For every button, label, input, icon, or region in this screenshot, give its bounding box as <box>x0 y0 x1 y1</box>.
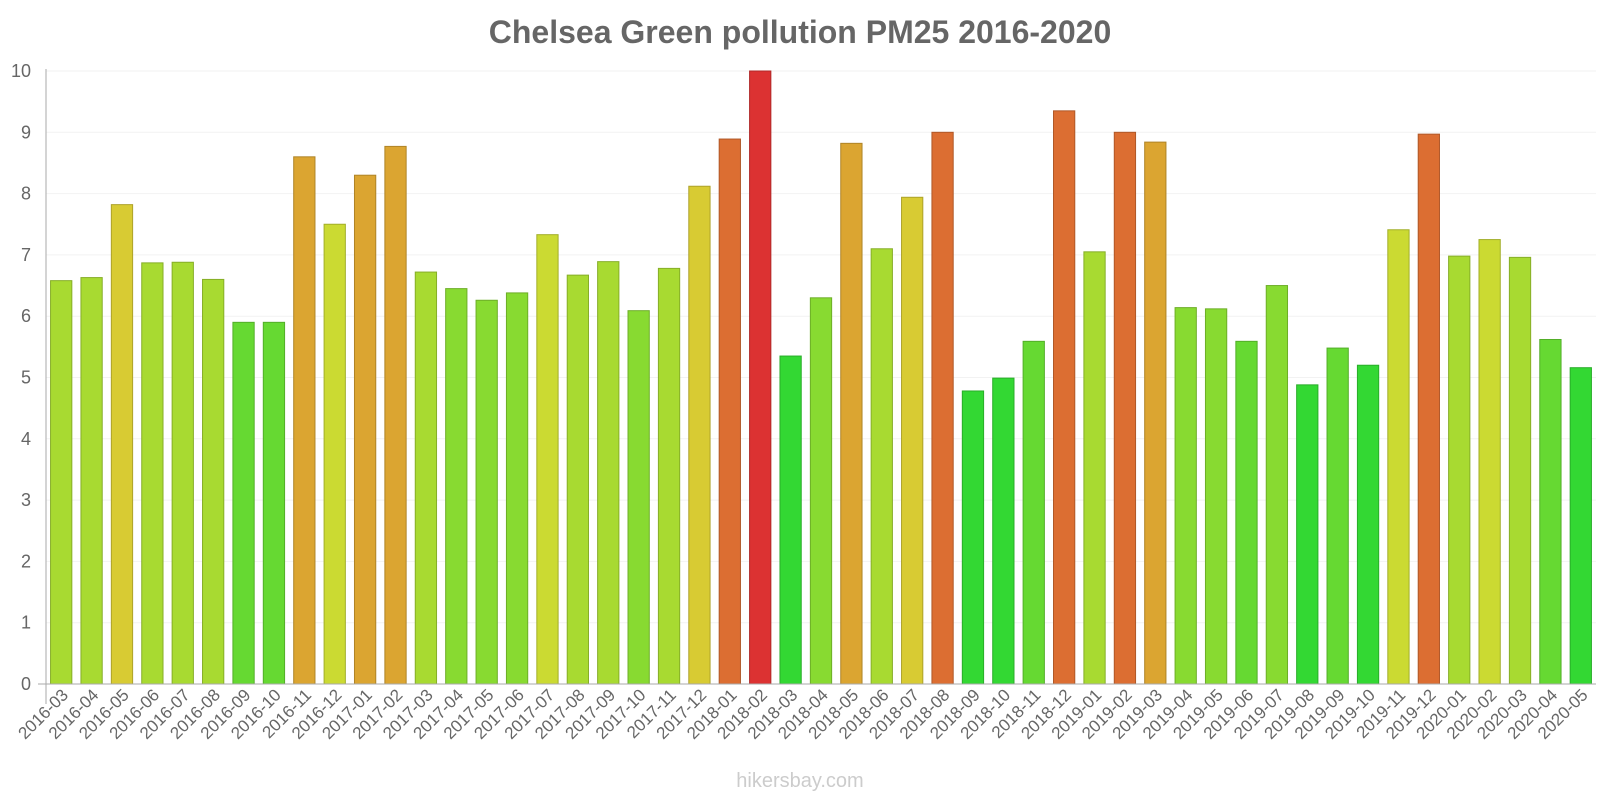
bar-2020-04 <box>1539 338 1562 685</box>
bar-2020-03 <box>1508 256 1532 685</box>
bar-2016-11 <box>293 156 316 685</box>
bar-2016-03 <box>50 280 73 685</box>
bar-2018-11 <box>1022 340 1045 685</box>
bar-2018-10 <box>992 377 1015 685</box>
bar-2016-12 <box>323 223 346 685</box>
bar-2018-08 <box>931 131 954 685</box>
bar-2016-07 <box>171 261 194 685</box>
bar-2016-08 <box>202 278 225 685</box>
bar-2020-05 <box>1569 367 1592 685</box>
x-tick-labels: 2016-032016-042016-052016-062016-072016-… <box>14 685 1591 743</box>
bar-2018-09 <box>961 390 985 685</box>
bar-2019-07 <box>1265 285 1289 685</box>
axes <box>38 69 1596 704</box>
y-tick-label: 5 <box>21 368 31 388</box>
y-tick-label: 0 <box>21 674 31 694</box>
bar-2019-06 <box>1235 340 1258 685</box>
bar-2017-09 <box>597 261 620 685</box>
bar-2019-10 <box>1356 364 1380 685</box>
bar-2017-08 <box>566 274 589 685</box>
y-tick-label: 6 <box>21 306 31 326</box>
bar-2019-08 <box>1296 384 1319 685</box>
watermark: hikersbay.com <box>736 770 864 792</box>
y-tick-label: 7 <box>21 245 31 265</box>
bar-2020-02 <box>1478 239 1501 685</box>
bar-2017-03 <box>414 271 438 685</box>
bar-2017-11 <box>657 267 681 685</box>
y-tick-label: 8 <box>21 184 31 204</box>
y-tick-label: 4 <box>21 429 31 449</box>
bar-2017-05 <box>475 299 498 685</box>
bar-2018-06 <box>870 248 893 685</box>
bar-2019-11 <box>1387 229 1410 685</box>
y-tick-label: 3 <box>21 490 31 510</box>
bar-2019-02 <box>1113 131 1137 685</box>
bar-2018-01 <box>718 138 741 685</box>
bar-2017-06 <box>505 292 529 685</box>
y-tick-label: 10 <box>11 61 31 81</box>
bar-2018-12 <box>1053 110 1076 685</box>
bar-2019-09 <box>1326 347 1349 685</box>
bar-2017-12 <box>688 185 711 685</box>
y-tick-label: 1 <box>21 613 31 633</box>
bar-2018-07 <box>901 196 924 685</box>
bar-2018-05 <box>840 142 863 685</box>
bar-2018-02 <box>749 70 772 685</box>
bar-2019-12 <box>1417 133 1440 685</box>
bar-2019-03 <box>1144 141 1167 685</box>
bar-2016-05 <box>110 204 134 685</box>
bar-2017-10 <box>627 310 650 685</box>
bar-2019-05 <box>1204 308 1228 685</box>
bar-2016-10 <box>262 321 286 685</box>
bar-2020-01 <box>1448 255 1471 685</box>
bar-2017-04 <box>445 288 468 685</box>
bar-2017-07 <box>536 234 559 685</box>
chart-title: Chelsea Green pollution PM25 2016-2020 <box>488 14 1112 50</box>
bar-2016-04 <box>80 277 103 685</box>
bar-2019-01 <box>1083 251 1106 685</box>
bar-2016-06 <box>141 262 164 685</box>
bar-2017-01 <box>353 174 377 685</box>
bar-2018-03 <box>779 355 802 685</box>
bars <box>50 70 1592 685</box>
bar-2016-09 <box>232 321 255 685</box>
y-tick-label: 2 <box>21 551 31 571</box>
bar-2018-04 <box>809 297 833 685</box>
bar-2017-02 <box>384 145 407 685</box>
bar-2019-04 <box>1174 307 1197 685</box>
y-tick-label: 9 <box>21 122 31 142</box>
y-tick-labels: 0 1 2 3 4 5 6 7 8 9 10 <box>11 61 31 694</box>
